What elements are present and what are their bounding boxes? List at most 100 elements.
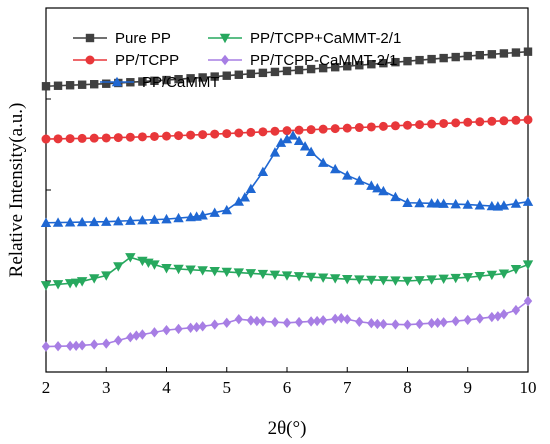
series-marker (198, 130, 208, 140)
series-marker (53, 341, 63, 352)
data-point (403, 319, 412, 330)
x-tick-label: 2 (42, 378, 51, 397)
series-marker (281, 133, 293, 144)
series-marker (499, 49, 509, 58)
data-point (433, 317, 442, 329)
data-point (372, 182, 383, 193)
series-marker (331, 313, 340, 325)
series-marker (378, 276, 389, 286)
legend-entry: PP/TCPP (73, 52, 179, 69)
series-marker (486, 270, 498, 281)
series-marker (89, 274, 100, 284)
data-point (275, 137, 287, 147)
series-marker (113, 133, 123, 143)
legend-entry: PP/CaMMT (100, 74, 220, 91)
series-marker (317, 273, 329, 283)
series-marker (415, 318, 424, 330)
series-marker (270, 126, 280, 136)
series-marker (209, 266, 220, 277)
legend-entry: PP/TCPP-CaMMT-2/1 (208, 52, 398, 69)
series-marker (355, 61, 364, 70)
series-marker (379, 58, 388, 68)
data-point (522, 196, 534, 206)
series-marker (294, 125, 304, 135)
legend-label: PP/TCPP (115, 52, 179, 69)
data-point (522, 260, 534, 270)
series-marker (233, 196, 244, 206)
series-marker (53, 81, 63, 90)
series-marker (65, 134, 75, 144)
data-point (342, 170, 353, 180)
x-axis-label: 2θ(°) (268, 418, 307, 439)
series-marker (475, 313, 484, 324)
series-marker (246, 69, 256, 79)
data-point (222, 317, 231, 329)
data-point (71, 340, 81, 351)
data-point (342, 274, 353, 285)
series-marker (366, 180, 377, 190)
series-marker (438, 198, 449, 208)
series-marker (173, 212, 184, 223)
series-marker (367, 318, 376, 329)
data-point (161, 264, 172, 274)
series-marker (330, 124, 340, 134)
series-marker (487, 311, 497, 323)
series-marker (293, 135, 305, 146)
data-point (523, 115, 533, 125)
data-point (523, 47, 533, 56)
data-point (337, 312, 346, 324)
data-point (498, 269, 510, 279)
data-point (161, 213, 172, 224)
series-marker (186, 130, 196, 140)
series-layer (40, 47, 534, 352)
data-point (101, 271, 112, 281)
series-marker (366, 122, 376, 132)
data-point (41, 82, 51, 91)
data-point (402, 276, 413, 287)
series-marker (451, 118, 461, 128)
x-tick-label: 8 (403, 378, 412, 397)
x-tick-label: 4 (162, 378, 171, 397)
legend-entry: PP/TCPP+CaMMT-2/1 (208, 30, 401, 47)
series-marker (90, 80, 99, 89)
data-point (402, 197, 413, 207)
series-marker (390, 121, 400, 131)
series-marker (414, 276, 425, 286)
series-marker (439, 317, 448, 328)
series-marker (510, 264, 522, 275)
series-marker (438, 274, 449, 285)
series-marker (270, 67, 280, 77)
data-point (282, 126, 292, 136)
series-marker (210, 319, 219, 330)
x-tick-label: 3 (102, 378, 111, 397)
data-point (312, 315, 322, 327)
series-marker (114, 335, 123, 346)
series-marker (52, 280, 64, 290)
x-tick-label: 5 (223, 378, 232, 397)
series-marker (65, 81, 75, 90)
series-4 (41, 295, 533, 352)
series-marker (269, 147, 281, 157)
series-marker (391, 57, 400, 67)
data-point (523, 295, 533, 307)
series-marker (343, 314, 352, 325)
series-marker (270, 316, 280, 328)
data-point (192, 322, 201, 333)
x-tick-label: 6 (283, 378, 292, 397)
series-marker (306, 64, 316, 74)
series-marker (390, 276, 401, 286)
series-marker (450, 198, 461, 209)
series-marker (198, 73, 207, 82)
series-marker (439, 53, 448, 63)
series-marker (234, 128, 244, 138)
data-point (221, 204, 232, 215)
data-point (162, 75, 171, 85)
series-marker (487, 116, 497, 126)
legend-marker (111, 76, 123, 87)
series-marker (415, 55, 424, 65)
series-marker (318, 315, 328, 326)
series-marker (305, 146, 317, 156)
series-marker (305, 272, 317, 283)
series-marker (53, 134, 63, 144)
legend-label: PP/CaMMT (142, 74, 220, 91)
